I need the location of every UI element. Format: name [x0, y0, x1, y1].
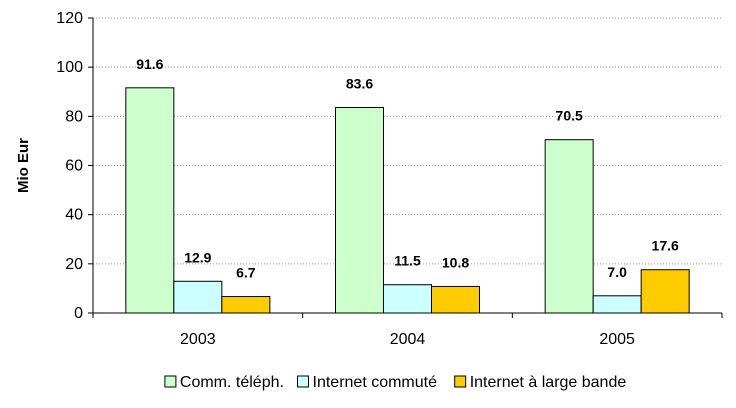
bar-2003-series-3: [221, 296, 271, 314]
bar-2005-series-1: [544, 139, 594, 314]
data-label-2004-series-2: 11.5: [394, 253, 421, 269]
y-axis-title: Mio Eur: [15, 138, 32, 193]
y-tick-label-120: 120: [56, 10, 83, 27]
bar-2004-series-3: [431, 285, 480, 314]
bar-2004-series-2: [383, 284, 432, 314]
y-tick-label-20: 20: [65, 256, 83, 273]
data-label-2004-series-1: 83.6: [346, 75, 373, 91]
data-label-2004-series-3: 10.8: [442, 254, 469, 270]
data-label-2005-series-1: 70.5: [556, 108, 583, 124]
x-tick-label-2005: 2005: [599, 331, 635, 348]
bar-2004-series-1: [335, 106, 384, 314]
bar-2003-series-1: [125, 87, 175, 314]
bar-2005-series-3: [640, 269, 690, 314]
bar-2003-series-2: [173, 280, 223, 314]
legend-label-3: Internet à large bande: [470, 374, 627, 391]
y-tick-label-40: 40: [65, 207, 83, 224]
y-tick-label-100: 100: [56, 59, 83, 76]
y-tick-label-60: 60: [65, 158, 83, 175]
legend-label-2: Internet commuté: [313, 374, 438, 391]
data-label-2003-series-2: 12.9: [184, 249, 211, 265]
legend-label-1: Comm. téléph.: [180, 374, 284, 391]
data-label-2003-series-1: 91.6: [136, 56, 163, 72]
x-tick-label-2003: 2003: [180, 331, 216, 348]
legend-swatch-3: [454, 375, 467, 388]
data-label-2003-series-3: 6.7: [236, 265, 256, 281]
y-tick-label-0: 0: [74, 305, 83, 322]
x-tick-label-2004: 2004: [390, 331, 426, 348]
data-label-2005-series-2: 7.0: [607, 264, 627, 280]
legend-swatch-2: [297, 375, 309, 388]
data-label-2005-series-3: 17.6: [652, 238, 679, 254]
bar-2005-series-2: [592, 295, 642, 314]
legend-swatch-1: [164, 375, 177, 388]
y-tick-label-80: 80: [65, 108, 83, 125]
